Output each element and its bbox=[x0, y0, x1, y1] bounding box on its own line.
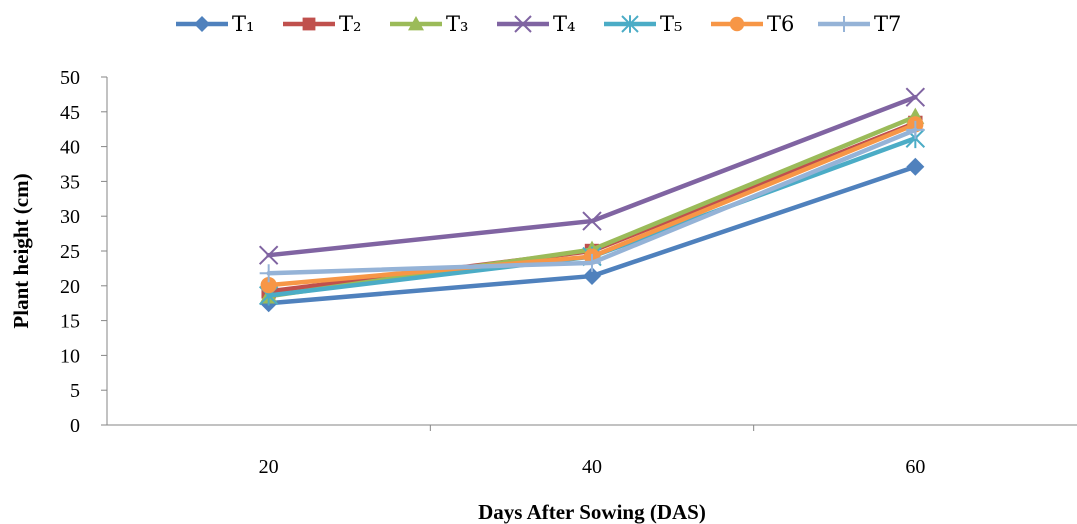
legend-marker bbox=[514, 15, 532, 33]
data-point-t7 bbox=[906, 120, 925, 139]
data-point-t4 bbox=[258, 245, 279, 265]
data-point-t7 bbox=[583, 253, 601, 272]
y-tick-label: 20 bbox=[60, 276, 80, 298]
data-point-t4 bbox=[905, 87, 926, 107]
legend-item-t2: T₂ bbox=[283, 12, 361, 36]
axes: 0 5 10 15 20 25 30 35 40 45 50 20 40 60 bbox=[60, 67, 1077, 478]
x-ticks: 20 40 60 bbox=[259, 425, 925, 478]
y-tick-label: 5 bbox=[70, 380, 80, 402]
x-tick-label: 60 bbox=[905, 456, 925, 478]
series-layer bbox=[258, 87, 926, 313]
legend-label: T₅ bbox=[660, 12, 682, 36]
y-tick-label: 50 bbox=[60, 67, 80, 89]
data-point-t4 bbox=[582, 211, 602, 231]
legend-label: T₂ bbox=[339, 12, 361, 36]
y-tick-label: 30 bbox=[60, 206, 80, 228]
legend-item-t7: T7 bbox=[818, 12, 901, 36]
legend: T₁ T₂ T₃ T₄ T₅ T6 T7 bbox=[176, 12, 901, 36]
x-tick-label: 20 bbox=[259, 456, 279, 478]
legend-item-t1: T₁ bbox=[176, 12, 254, 36]
y-tick-label: 15 bbox=[60, 311, 80, 333]
legend-marker bbox=[302, 17, 316, 31]
legend-label: T7 bbox=[874, 12, 901, 36]
y-ticks: 0 5 10 15 20 25 30 35 40 45 50 bbox=[60, 67, 107, 437]
legend-marker bbox=[836, 16, 852, 32]
legend-item-t3: T₃ bbox=[390, 12, 468, 36]
series-t4 bbox=[258, 87, 926, 265]
y-tick-label: 40 bbox=[60, 137, 80, 159]
series-line-t4 bbox=[266, 94, 918, 258]
legend-marker bbox=[408, 16, 424, 31]
data-point-t7 bbox=[259, 264, 278, 283]
legend-marker bbox=[194, 16, 210, 32]
legend-item-t6: T6 bbox=[711, 12, 794, 36]
data-point-t1 bbox=[906, 157, 925, 176]
y-tick-label: 25 bbox=[60, 241, 80, 263]
x-axis-title: Days After Sowing (DAS) bbox=[478, 500, 706, 524]
legend-marker bbox=[729, 16, 745, 32]
legend-label: T₁ bbox=[232, 12, 254, 36]
legend-label: T₄ bbox=[553, 12, 575, 36]
y-tick-label: 0 bbox=[70, 415, 80, 437]
legend-marker bbox=[621, 15, 639, 33]
x-tick-label: 40 bbox=[582, 456, 602, 478]
series-t7 bbox=[259, 120, 925, 283]
data-point-t6 bbox=[260, 277, 277, 294]
legend-item-t5: T₅ bbox=[604, 12, 682, 36]
data-point-t1 bbox=[583, 267, 601, 286]
y-tick-label: 45 bbox=[60, 102, 80, 124]
y-tick-label: 35 bbox=[60, 171, 80, 193]
series-t1 bbox=[259, 157, 925, 313]
y-axis-title: Plant height (cm) bbox=[9, 173, 33, 328]
legend-item-t4: T₄ bbox=[497, 12, 575, 36]
legend-label: T6 bbox=[767, 12, 794, 36]
y-tick-label: 10 bbox=[60, 345, 80, 367]
legend-label: T₃ bbox=[446, 12, 468, 36]
